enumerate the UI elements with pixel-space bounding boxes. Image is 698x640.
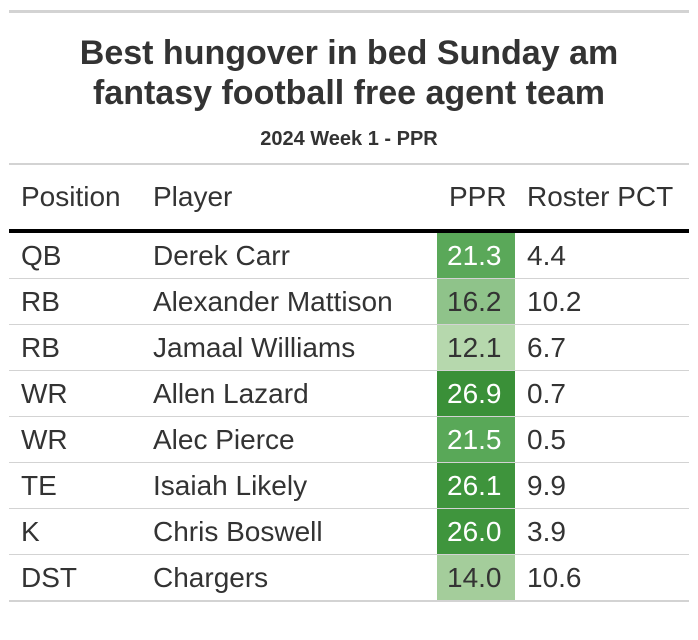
roster-pct-cell: 3.9: [515, 508, 689, 555]
table-row: DST Chargers 14.0 10.6: [9, 554, 689, 602]
player-cell: Chris Boswell: [141, 508, 437, 555]
ppr-cell: 14.0: [437, 554, 515, 602]
table-row: TE Isaiah Likely 26.1 9.9: [9, 462, 689, 509]
title-line-1: Best hungover in bed Sunday am: [79, 34, 619, 72]
player-cell: Alexander Mattison: [141, 278, 437, 325]
table-row: RB Alexander Mattison 16.2 10.2: [9, 278, 689, 325]
ppr-cell: 26.0: [437, 508, 515, 555]
position-cell: DST: [9, 554, 141, 602]
table-row: QB Derek Carr 21.3 4.4: [9, 230, 689, 279]
table-row: WR Allen Lazard 26.9 0.7: [9, 370, 689, 417]
position-cell: QB: [9, 230, 141, 279]
player-cell: Alec Pierce: [141, 416, 437, 463]
table-row: RB Jamaal Williams 12.1 6.7: [9, 324, 689, 371]
player-cell: Derek Carr: [141, 230, 437, 279]
position-cell: RB: [9, 324, 141, 371]
column-header-position: Position: [9, 165, 141, 233]
position-cell: WR: [9, 370, 141, 417]
ppr-cell: 21.5: [437, 416, 515, 463]
position-cell: RB: [9, 278, 141, 325]
table-row: K Chris Boswell 26.0 3.9: [9, 508, 689, 555]
ppr-cell: 21.3: [437, 230, 515, 279]
ppr-cell: 26.1: [437, 462, 515, 509]
header-row: Position Player PPR Roster PCT: [9, 165, 689, 233]
roster-pct-cell: 0.5: [515, 416, 689, 463]
table-subtitle: 2024 Week 1 - PPR: [260, 128, 438, 150]
position-cell: WR: [9, 416, 141, 463]
table-title: Best hungover in bed Sunday am fantasy f…: [9, 13, 689, 113]
roster-pct-cell: 9.9: [515, 462, 689, 509]
player-cell: Allen Lazard: [141, 370, 437, 417]
roster-pct-cell: 6.7: [515, 324, 689, 371]
subtitle-divider: [9, 163, 689, 165]
top-divider: [9, 10, 689, 13]
player-cell: Chargers: [141, 554, 437, 602]
title-line-2: fantasy football free agent team: [92, 74, 605, 112]
roster-pct-cell: 10.6: [515, 554, 689, 602]
ppr-cell: 26.9: [437, 370, 515, 417]
column-header-ppr: PPR: [437, 165, 515, 233]
column-header-roster-pct: Roster PCT: [515, 165, 689, 233]
roster-pct-cell: 0.7: [515, 370, 689, 417]
free-agent-table: Position Player PPR Roster PCT QB Derek C…: [9, 165, 689, 602]
table-row: WR Alec Pierce 21.5 0.5: [9, 416, 689, 463]
ppr-cell: 12.1: [437, 324, 515, 371]
roster-pct-cell: 4.4: [515, 230, 689, 279]
column-header-player: Player: [141, 165, 437, 233]
table-container: Best hungover in bed Sunday am fantasy f…: [9, 10, 689, 602]
roster-pct-cell: 10.2: [515, 278, 689, 325]
ppr-cell: 16.2: [437, 278, 515, 325]
position-cell: K: [9, 508, 141, 555]
player-cell: Jamaal Williams: [141, 324, 437, 371]
position-cell: TE: [9, 462, 141, 509]
table-body: QB Derek Carr 21.3 4.4 RB Alexander Mattison 1…: [9, 230, 689, 602]
player-cell: Isaiah Likely: [141, 462, 437, 509]
